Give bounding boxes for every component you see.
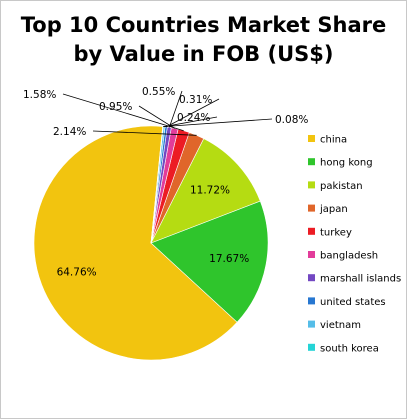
pct-label-marshall-islands: 0.55% xyxy=(142,86,175,98)
legend-swatch-pakistan xyxy=(308,181,315,189)
chart-title-line-1: Top 10 Countries Market Share xyxy=(20,13,387,37)
pct-label-vietnam: 0.24% xyxy=(177,112,210,124)
pie-slice-pakistan xyxy=(150,138,261,244)
leader-line-turkey xyxy=(62,93,184,132)
chart-title: Top 10 Countries Market Share by Value i… xyxy=(1,11,406,69)
legend-label-marshall-islands: marshall islands xyxy=(320,274,401,285)
leader-line-japan xyxy=(92,130,197,136)
pct-label-hong-kong: 17.67% xyxy=(209,253,249,265)
legend-label-pakistan: pakistan xyxy=(320,181,363,192)
legend-label-japan: japan xyxy=(319,204,348,215)
pct-label-pakistan: 11.72% xyxy=(190,185,230,197)
pie-slice-hong-kong xyxy=(150,200,269,323)
legend-swatch-bangladesh xyxy=(308,251,315,258)
legend-swatch-japan xyxy=(308,204,315,212)
leader-line-south-korea xyxy=(162,118,273,127)
legend-label-turkey: turkey xyxy=(320,227,352,238)
legend-swatch-china xyxy=(308,135,315,142)
legend-label-china: china xyxy=(320,135,347,146)
pie-labels: 64.76% 17.67% 11.72% 2.14% 1.58% 0.95% 0.55% 0.… xyxy=(23,86,308,278)
legend-label-bangladesh: bangladesh xyxy=(320,251,378,262)
legend-swatch-united-states xyxy=(308,297,315,305)
leader-line-bangladesh xyxy=(138,105,175,129)
pct-label-united-states: 0.31% xyxy=(179,94,212,106)
pie-slices xyxy=(33,125,269,361)
pct-label-bangladesh: 0.95% xyxy=(99,101,132,113)
leader-line-marshall-islands xyxy=(168,90,183,128)
chart-title-line-2: by Value in FOB (US$) xyxy=(73,42,334,66)
pct-label-china: 64.76% xyxy=(57,266,97,278)
legend-label-united-states: united states xyxy=(320,297,386,308)
legend-swatch-marshall-islands xyxy=(308,274,315,282)
legend-swatch-turkey xyxy=(308,227,315,235)
pct-label-south-korea: 0.08% xyxy=(275,114,308,126)
leader-line-vietnam xyxy=(164,116,218,128)
legend: china hong kong pakistan japan turkey banglad… xyxy=(308,135,401,354)
legend-label-south-korea: south korea xyxy=(320,343,379,354)
legend-swatch-south-korea xyxy=(308,343,315,351)
leader-line-united-states xyxy=(165,98,220,128)
pct-label-japan: 2.14% xyxy=(53,126,86,138)
pie-slice-china xyxy=(33,125,238,361)
legend-label-hong-kong: hong kong xyxy=(320,158,373,169)
pct-label-turkey: 1.58% xyxy=(23,89,56,101)
legend-label-vietnam: vietnam xyxy=(320,320,361,331)
legend-swatch-vietnam xyxy=(308,320,315,328)
legend-swatch-hong-kong xyxy=(308,158,315,166)
